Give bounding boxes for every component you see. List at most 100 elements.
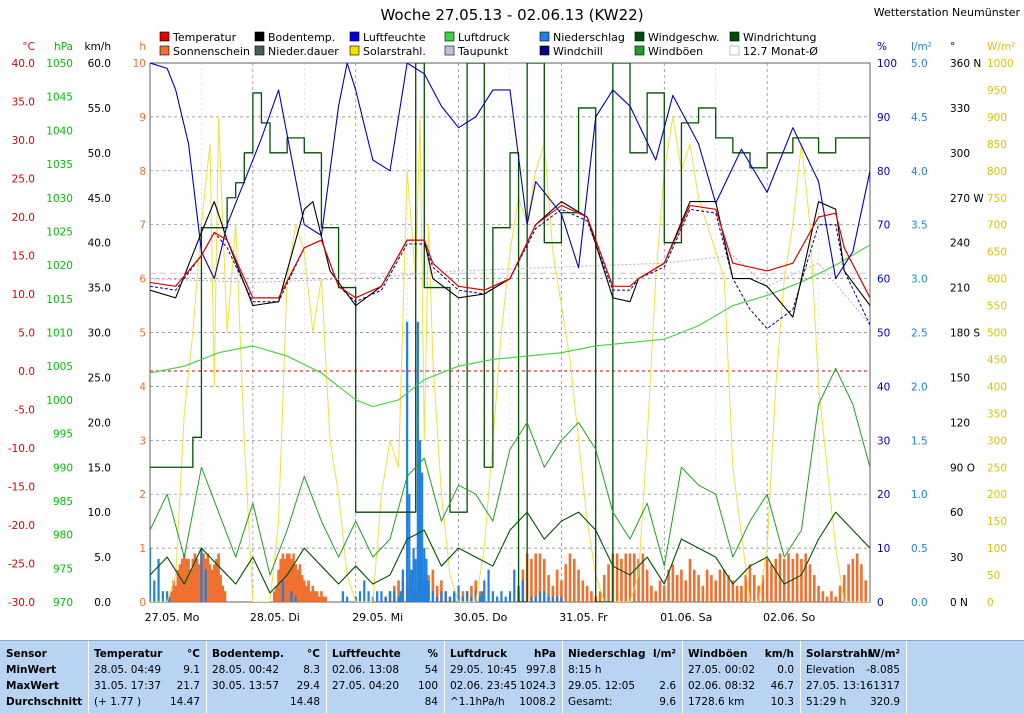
hours-tick-label: 5 (139, 328, 146, 340)
sunshine-bar (765, 558, 769, 602)
stats-cell-label: Gesamt: (568, 696, 613, 708)
rain-bar (521, 580, 524, 602)
wind-tick-label: 50.0 (88, 148, 111, 160)
rain-bar (487, 569, 490, 602)
press-tick-label: 1010 (46, 328, 73, 340)
sunshine-bar (530, 558, 533, 602)
axes: °C40.035.030.025.020.015.010.05.00.0-5.0… (8, 41, 1016, 624)
rain-bar (406, 321, 409, 602)
rain-tick-label: 2.5 (911, 328, 928, 340)
press-tick-label: 1035 (46, 159, 73, 171)
legend-swatch (634, 45, 645, 56)
sunshine-bar (662, 585, 666, 602)
stats-sensor-column: Sensor MinWert MaxWert Durchschnitt (0, 641, 89, 713)
solar-tick-label: 400 (987, 381, 1007, 393)
wind-tick-label: 35.0 (88, 283, 111, 295)
sunshine-bar (607, 564, 610, 602)
sunshine-bar (279, 558, 283, 602)
sunshine-bar (804, 553, 808, 602)
stats-cell-label: 31.05. 17:37 (94, 680, 161, 692)
humid-tick-label: 60 (877, 274, 890, 286)
temp-tick-label: 35.0 (12, 97, 35, 109)
sunshine-bar (581, 580, 585, 602)
stats-cell-label: 8:15 h (568, 664, 602, 676)
stats-cell-label: 1728.6 km (688, 696, 745, 708)
day-label: 29.05. Mi (352, 611, 403, 624)
legend-label: Windchill (553, 45, 603, 58)
rain-bar (384, 596, 387, 602)
sunshine-bar (787, 553, 790, 602)
stats-column: Luftfeuchte% 02.06. 13:08 54 27.05. 04:20 10… (326, 641, 445, 713)
stats-column: Windböen km/h 27.05. 00:02 0.0 02.06. 08:32 4… (682, 641, 801, 713)
stats-cell-label: 29.05. 10:45 (450, 664, 517, 676)
legend-swatch (159, 45, 170, 56)
sunshine-bar (275, 585, 278, 602)
sunshine-bar (628, 553, 632, 602)
legend-label: 12.7 Monat-Ø (743, 45, 818, 58)
solar-tick-label: 500 (987, 328, 1007, 340)
humid-tick-label: 20 (877, 489, 890, 501)
legend-swatch (634, 31, 645, 42)
sunshine-bar (654, 591, 658, 602)
press-tick-label: 1045 (46, 92, 73, 104)
sunshine-bar (851, 558, 855, 602)
stats-column: Luftdruck hPa 29.05. 10:45 997.8 02.06. 23:4… (444, 641, 563, 713)
stats-cell-row: 29.05. 10:45 997.8 (450, 664, 556, 680)
day-label: 27.05. Mo (145, 611, 200, 624)
sunshine-bar (324, 596, 328, 602)
sunshine-bar (212, 564, 216, 602)
series-solarstrahl-line (150, 116, 870, 602)
sunshine-bar (305, 585, 308, 602)
sunshine-bar (680, 569, 683, 602)
series-group (150, 63, 870, 602)
press-tick-label: 970 (53, 597, 73, 609)
sunshine-bar (189, 569, 193, 602)
rain-bar (538, 591, 542, 602)
legend-label: Taupunkt (457, 45, 509, 58)
stats-cell-row: 31.05. 17:37 21.7 (94, 680, 200, 696)
dir-tick-label: 180 S (950, 328, 980, 340)
legend-label: Sonnenschein (173, 45, 250, 58)
sunshine-bar (812, 575, 816, 602)
sunshine-bar (645, 569, 649, 602)
stats-cell-row: 27.05. 13:16 1317 (806, 680, 900, 696)
stats-cell-label: 28.05. 04:49 (94, 664, 161, 676)
rain-bar (556, 596, 559, 602)
dir-tick-label: 0 N (950, 597, 968, 609)
plot-area (150, 63, 870, 602)
sunshine-bar (821, 591, 825, 602)
sunshine-bar (825, 596, 829, 602)
dir-tick-label: 60 (950, 507, 963, 519)
sunshine-bar (714, 580, 718, 602)
stats-column-unit: °C (307, 648, 320, 660)
sunshine-bar (740, 585, 743, 602)
day-label: 02.06. So (763, 611, 815, 624)
sunshine-bar (731, 580, 735, 602)
rain-bar (166, 591, 169, 602)
sunshine-bar (174, 585, 178, 602)
sunshine-bar (182, 553, 186, 602)
sunshine-bar (864, 580, 868, 602)
stats-cell-row: 28.05. 04:49 9.1 (94, 664, 200, 680)
rain-bar (543, 591, 546, 602)
rain-bar (157, 558, 160, 602)
day-label: 30.05. Do (454, 611, 508, 624)
rain-tick-label: 0.0 (911, 597, 928, 609)
rain-bar (346, 596, 349, 602)
sunshine-bar (431, 569, 435, 602)
dir-tick-label: 120 (950, 417, 970, 429)
press-tick-label: 980 (53, 530, 73, 542)
solar-tick-label: 50 (987, 570, 1000, 582)
stats-column: Temperatur °C 28.05. 04:49 9.1 31.05. 17:37 2… (88, 641, 207, 713)
stats-column-unit: l/m² (653, 648, 676, 660)
stats-cell-row: Gesamt: 9.6 (568, 696, 676, 712)
hours-tick-label: 1 (139, 543, 146, 555)
solar-tick-label: 800 (987, 166, 1007, 178)
press-tick-label: 1030 (46, 193, 73, 205)
legend-label: Windböen (648, 45, 703, 58)
wind-tick-label: 45.0 (88, 193, 111, 205)
sunshine-bar (170, 591, 173, 602)
sunshine-bar (722, 569, 726, 602)
wind-tick-label: 40.0 (88, 238, 111, 250)
stats-column-title: Solarstrahl. (806, 648, 876, 660)
